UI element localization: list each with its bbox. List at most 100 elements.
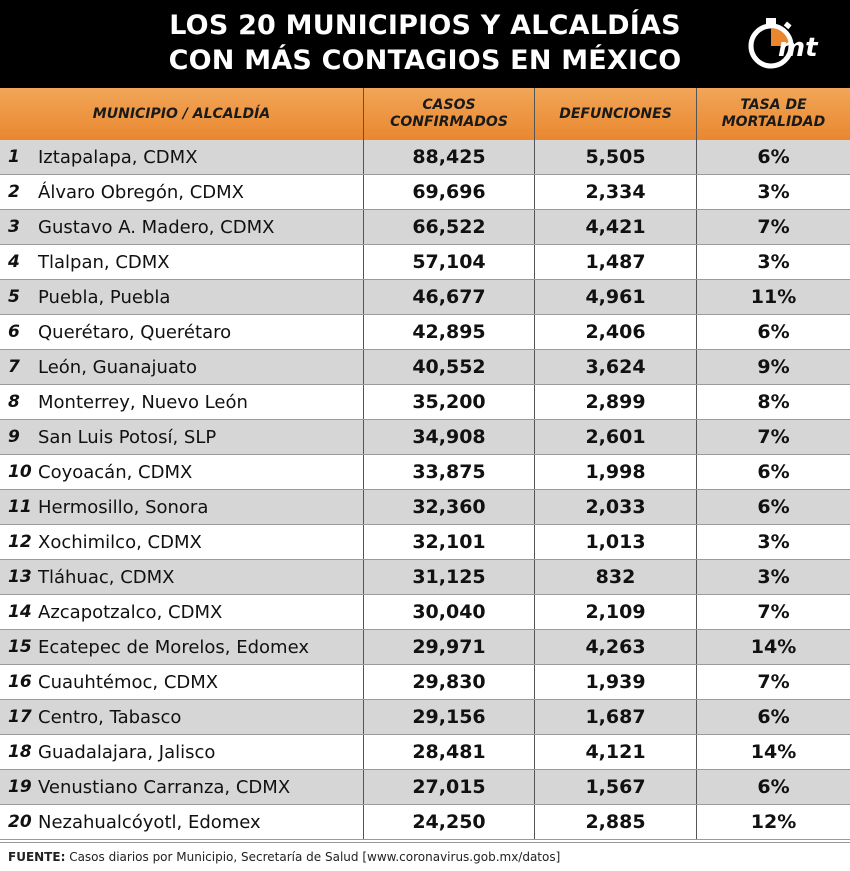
title-banner: LOS 20 MUNICIPIOS Y ALCALDÍAS CON MÁS CO… [0,0,850,88]
casos-cell: 34,908 [364,420,535,454]
tasa-cell: 3% [757,181,790,203]
rank-number: 19 [8,777,32,797]
rank-number: 15 [8,637,32,657]
footer-label: FUENTE: [8,850,66,864]
header-defunciones: DEFUNCIONES [535,88,697,140]
rank-number: 13 [8,567,32,587]
header-municipio: MUNICIPIO / ALCALDÍA [0,88,364,140]
casos-cell: 29,156 [364,700,535,734]
table-row: 19 Venustiano Carranza, CDMX 27,015 1,567 6% [0,770,850,805]
rank-number: 16 [8,672,32,692]
defunciones-cell: 1,939 [535,665,697,699]
tasa-cell: 3% [757,531,790,553]
municipio-name: Ecatepec de Morelos, Edomex [38,636,309,658]
defunciones-cell: 1,487 [535,245,697,279]
municipio-name: Centro, Tabasco [38,706,182,728]
municipio-cell: 1 Iztapalapa, CDMX [0,140,364,174]
rank-number: 14 [8,602,32,622]
table-row: 2 Álvaro Obregón, CDMX 69,696 2,334 3% [0,175,850,210]
rank-number: 1 [8,147,20,167]
municipio-cell: 7 León, Guanajuato [0,350,364,384]
casos-cell: 31,125 [364,560,535,594]
rank-number: 5 [8,287,20,307]
tasa-cell: 6% [757,776,790,798]
casos-cell: 46,677 [364,280,535,314]
header-tasa: TASA DE MORTALIDAD [697,88,850,140]
tasa-cell: 6% [757,706,790,728]
municipio-name: Gustavo A. Madero, CDMX [38,216,275,238]
rank-number: 7 [8,357,20,377]
municipio-name: San Luis Potosí, SLP [38,426,217,448]
municipio-cell: 8 Monterrey, Nuevo León [0,385,364,419]
casos-cell: 28,481 [364,735,535,769]
tasa-cell: 8% [757,391,790,413]
rank-number: 3 [8,217,20,237]
municipio-name: Tlalpan, CDMX [38,251,170,273]
tasa-cell: 3% [757,566,790,588]
header-tasa-label: TASA DE MORTALIDAD [721,97,826,130]
table-row: 1 Iztapalapa, CDMX 88,425 5,505 6% [0,140,850,175]
municipio-cell: 2 Álvaro Obregón, CDMX [0,175,364,209]
footer-text: Casos diarios por Municipio, Secretaría … [65,850,561,864]
table-row: 15 Ecatepec de Morelos, Edomex 29,971 4,263… [0,630,850,665]
rank-number: 18 [8,742,32,762]
rank-number: 6 [8,322,20,342]
municipio-name: Azcapotzalco, CDMX [38,601,223,623]
logo-text: mt [778,33,819,63]
defunciones-cell: 2,899 [535,385,697,419]
tasa-cell: 6% [757,461,790,483]
casos-cell: 32,360 [364,490,535,524]
defunciones-cell: 1,567 [535,770,697,804]
table-row: 8 Monterrey, Nuevo León 35,200 2,899 8% [0,385,850,420]
table-row: 3 Gustavo A. Madero, CDMX 66,522 4,421 7% [0,210,850,245]
municipio-cell: 12 Xochimilco, CDMX [0,525,364,559]
source-footer: FUENTE: Casos diarios por Municipio, Sec… [0,842,850,870]
defunciones-cell: 4,961 [535,280,697,314]
municipio-cell: 6 Querétaro, Querétaro [0,315,364,349]
municipio-name: Guadalajara, Jalisco [38,741,216,763]
defunciones-cell: 1,998 [535,455,697,489]
tasa-cell: 6% [757,146,790,168]
municipio-name: Cuauhtémoc, CDMX [38,671,219,693]
municipio-name: Coyoacán, CDMX [38,461,193,483]
defunciones-cell: 832 [535,560,697,594]
municipio-cell: 4 Tlalpan, CDMX [0,245,364,279]
defunciones-cell: 2,109 [535,595,697,629]
table-row: 5 Puebla, Puebla 46,677 4,961 11% [0,280,850,315]
municipio-name: Álvaro Obregón, CDMX [38,181,244,203]
municipio-name: Querétaro, Querétaro [38,321,232,343]
table-row: 4 Tlalpan, CDMX 57,104 1,487 3% [0,245,850,280]
defunciones-cell: 4,263 [535,630,697,664]
casos-cell: 40,552 [364,350,535,384]
header-casos-label: CASOS CONFIRMADOS [390,97,508,130]
table-row: 20 Nezahualcóyotl, Edomex 24,250 2,885 12% [0,805,850,840]
tasa-cell: 3% [757,251,790,273]
defunciones-cell: 2,334 [535,175,697,209]
defunciones-cell: 1,687 [535,700,697,734]
municipio-name: Puebla, Puebla [38,286,171,308]
rank-number: 20 [8,812,32,832]
table-row: 6 Querétaro, Querétaro 42,895 2,406 6% [0,315,850,350]
casos-cell: 57,104 [364,245,535,279]
defunciones-cell: 2,406 [535,315,697,349]
municipio-cell: 9 San Luis Potosí, SLP [0,420,364,454]
table-body: 1 Iztapalapa, CDMX 88,425 5,505 6% 2 Álvaro Ob… [0,140,850,840]
municipio-name: Tláhuac, CDMX [38,566,175,588]
casos-cell: 32,101 [364,525,535,559]
table-row: 16 Cuauhtémoc, CDMX 29,830 1,939 7% [0,665,850,700]
rank-number: 9 [8,427,20,447]
tasa-cell: 14% [750,741,797,763]
casos-cell: 24,250 [364,805,535,839]
municipio-cell: 18 Guadalajara, Jalisco [0,735,364,769]
page-title: LOS 20 MUNICIPIOS Y ALCALDÍAS CON MÁS CO… [130,8,720,78]
rank-number: 4 [8,252,20,272]
table-row: 12 Xochimilco, CDMX 32,101 1,013 3% [0,525,850,560]
municipio-cell: 11 Hermosillo, Sonora [0,490,364,524]
tasa-cell: 12% [750,811,797,833]
tasa-cell: 6% [757,496,790,518]
defunciones-cell: 4,421 [535,210,697,244]
defunciones-cell: 1,013 [535,525,697,559]
municipio-cell: 19 Venustiano Carranza, CDMX [0,770,364,804]
rank-number: 8 [8,392,20,412]
title-line-1: LOS 20 MUNICIPIOS Y ALCALDÍAS [169,10,681,41]
